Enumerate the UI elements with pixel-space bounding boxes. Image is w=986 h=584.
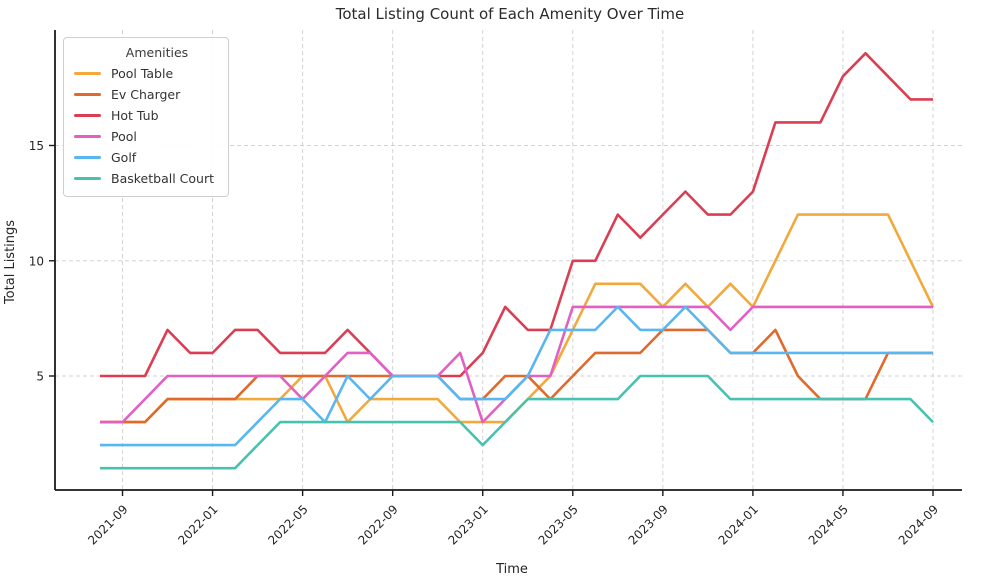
legend-swatch-golf [74, 156, 101, 159]
x-tick-label-2021-09: 2021-09 [85, 502, 130, 547]
chart-title: Total Listing Count of Each Amenity Over… [335, 5, 685, 23]
x-tick-label-2023-01: 2023-01 [445, 502, 490, 547]
series-lines [100, 51, 935, 470]
legend-swatch-pool [74, 135, 101, 138]
y-tick-label-15: 15 [29, 139, 44, 153]
legend-item-basketball-court: Basketball Court [74, 171, 214, 186]
legend-swatch-basketball-court [74, 177, 101, 180]
legend-items: Pool Table Ev Charger Hot Tub Pool Golf Baske… [74, 66, 214, 186]
x-tick-label-2022-01: 2022-01 [175, 502, 220, 547]
legend-label-hot-tub: Hot Tub [111, 108, 159, 123]
axes [54, 30, 962, 491]
legend-item-ev-charger: Ev Charger [74, 87, 214, 102]
legend-label-ev-charger: Ev Charger [111, 87, 181, 102]
legend: Amenities Pool Table Ev Charger Hot Tub Poo… [63, 37, 229, 197]
series-line-hot-tub [100, 51, 933, 378]
legend-label-pool: Pool [111, 129, 137, 144]
series-line-basketball-court [100, 374, 934, 470]
legend-item-pool-table: Pool Table [74, 66, 214, 81]
x-tick-label-2023-09: 2023-09 [626, 502, 671, 547]
y-tick-label-5: 5 [36, 370, 44, 384]
x-axis-label: Time [495, 562, 528, 577]
legend-swatch-ev-charger [74, 93, 101, 96]
x-tick-label-2024-05: 2024-05 [806, 502, 851, 547]
y-tick-label-10: 10 [29, 254, 44, 268]
legend-item-hot-tub: Hot Tub [74, 108, 214, 123]
legend-title: Amenities [125, 45, 189, 60]
y-axis-label: Total Listings [3, 220, 18, 305]
x-tick-label-2023-05: 2023-05 [536, 502, 581, 547]
legend-item-pool: Pool [74, 129, 214, 144]
x-tick-label-2024-01: 2024-01 [716, 502, 761, 547]
legend-label-pool-table: Pool Table [111, 66, 174, 81]
legend-swatch-pool-table [74, 72, 101, 75]
series-line-ev-charger [100, 328, 933, 424]
series-line-golf [100, 305, 933, 447]
series-line-pool [100, 305, 933, 424]
legend-swatch-hot-tub [74, 114, 101, 117]
axis-ticks [49, 144, 934, 496]
legend-label-golf: Golf [111, 150, 137, 165]
x-tick-label-2022-05: 2022-05 [265, 502, 310, 547]
legend-label-basketball-court: Basketball Court [111, 171, 214, 186]
x-tick-label-2024-09: 2024-09 [896, 502, 941, 547]
tick-labels: 5 10 15 2021-09 2022-01 2022-05 2022-09 2023-01… [29, 139, 941, 548]
x-tick-label-2022-09: 2022-09 [355, 502, 400, 547]
legend-item-golf: Golf [74, 150, 214, 165]
